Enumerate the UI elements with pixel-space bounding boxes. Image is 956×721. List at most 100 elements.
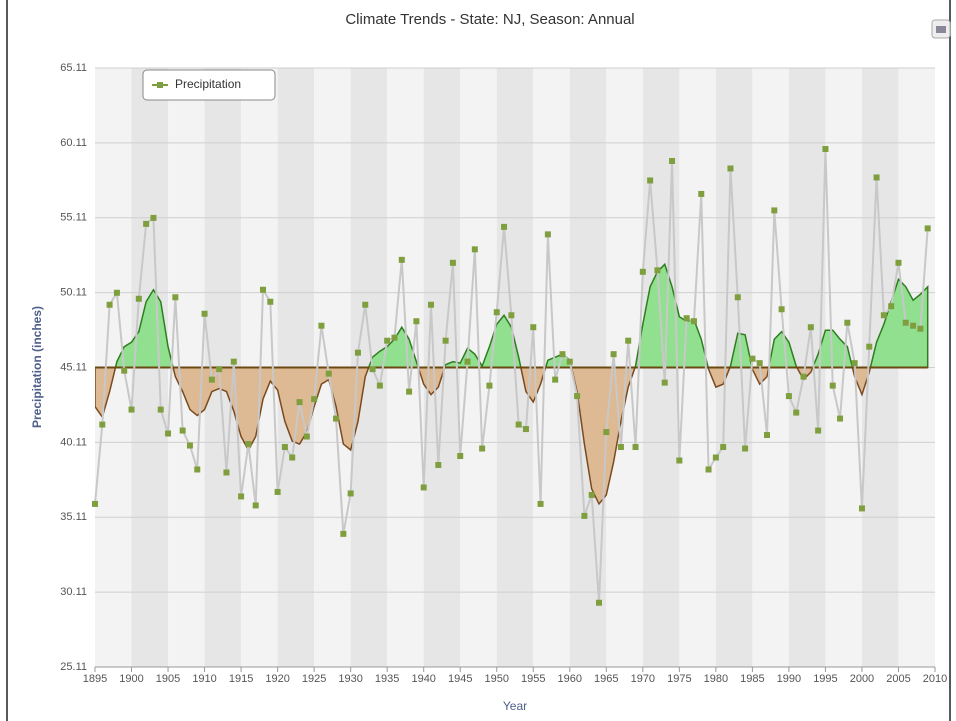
point xyxy=(369,366,376,373)
x-tick-label: 1910 xyxy=(192,673,216,685)
point xyxy=(544,231,551,238)
print-button[interactable] xyxy=(931,19,951,39)
point xyxy=(661,379,668,386)
point xyxy=(121,367,128,374)
point xyxy=(837,415,844,422)
point xyxy=(581,512,588,519)
point xyxy=(435,461,442,468)
point xyxy=(464,358,471,365)
y-tick-label: 55.11 xyxy=(60,212,87,224)
point xyxy=(406,388,413,395)
point xyxy=(727,165,734,172)
point xyxy=(683,315,690,322)
point xyxy=(92,500,98,507)
point xyxy=(172,294,179,301)
x-tick-label: 1975 xyxy=(667,673,691,685)
point xyxy=(493,309,500,316)
point xyxy=(179,427,186,434)
point xyxy=(800,373,807,380)
point xyxy=(530,324,537,331)
point xyxy=(420,484,427,491)
y-tick-label: 65.11 xyxy=(60,62,87,74)
point xyxy=(785,393,792,400)
point xyxy=(793,409,800,416)
point xyxy=(639,268,646,275)
x-tick-label: 1905 xyxy=(156,673,180,685)
point xyxy=(698,190,705,197)
x-tick-label: 1990 xyxy=(777,673,801,685)
x-tick-label: 2000 xyxy=(850,673,874,685)
point xyxy=(771,207,778,214)
x-tick-label: 1950 xyxy=(484,673,508,685)
y-axis-label: Precipitation (inches) xyxy=(30,306,44,428)
point xyxy=(559,351,566,358)
point xyxy=(230,358,237,365)
point xyxy=(815,427,822,434)
point xyxy=(208,376,215,383)
chart-title: Climate Trends - State: NJ, Season: Annu… xyxy=(345,11,634,28)
point xyxy=(303,433,310,440)
point xyxy=(742,445,749,452)
point xyxy=(851,360,858,367)
legend-box xyxy=(142,69,276,101)
x-tick-label: 1925 xyxy=(302,673,326,685)
point xyxy=(522,426,529,433)
point xyxy=(413,318,420,325)
point xyxy=(238,493,245,500)
point xyxy=(720,444,727,451)
x-tick-label: 1960 xyxy=(558,673,582,685)
point xyxy=(603,429,610,436)
point xyxy=(486,382,493,389)
x-tick-label: 1970 xyxy=(631,673,655,685)
point xyxy=(99,421,106,428)
point xyxy=(647,177,654,184)
y-tick-label: 30.11 xyxy=(60,586,87,598)
y-tick-label: 45.11 xyxy=(60,361,87,373)
y-tick-label: 25.11 xyxy=(60,661,87,673)
x-tick-label: 2010 xyxy=(923,673,947,685)
x-tick-label: 1920 xyxy=(265,673,289,685)
point xyxy=(552,376,559,383)
point xyxy=(596,599,602,606)
point xyxy=(157,406,164,413)
point xyxy=(537,500,544,507)
x-tick-label: 1980 xyxy=(704,673,728,685)
plot-area xyxy=(92,67,936,672)
point xyxy=(632,444,639,451)
point xyxy=(442,337,449,344)
point xyxy=(376,382,383,389)
point xyxy=(917,325,924,332)
point xyxy=(384,337,391,344)
point xyxy=(880,312,887,319)
point xyxy=(924,225,931,232)
point xyxy=(844,319,851,326)
point xyxy=(274,488,281,495)
point xyxy=(617,444,624,451)
x-tick-label: 1935 xyxy=(375,673,399,685)
point xyxy=(194,466,201,473)
point xyxy=(566,358,573,365)
point xyxy=(281,444,288,451)
print-icon[interactable] xyxy=(936,26,946,33)
point xyxy=(260,286,266,293)
point xyxy=(902,319,909,326)
point xyxy=(216,366,223,373)
point xyxy=(106,301,113,308)
point xyxy=(289,454,296,461)
point xyxy=(822,146,829,153)
point xyxy=(113,289,120,296)
x-tick-label: 1895 xyxy=(83,673,107,685)
point xyxy=(201,310,208,317)
point xyxy=(756,360,763,367)
point xyxy=(347,490,354,497)
point xyxy=(391,334,398,341)
y-tick-label: 35.11 xyxy=(60,511,87,523)
point xyxy=(223,469,230,476)
point xyxy=(252,502,259,509)
point xyxy=(135,295,142,302)
point xyxy=(398,256,405,263)
area-below xyxy=(95,367,929,506)
point xyxy=(712,454,719,461)
point xyxy=(362,301,369,308)
